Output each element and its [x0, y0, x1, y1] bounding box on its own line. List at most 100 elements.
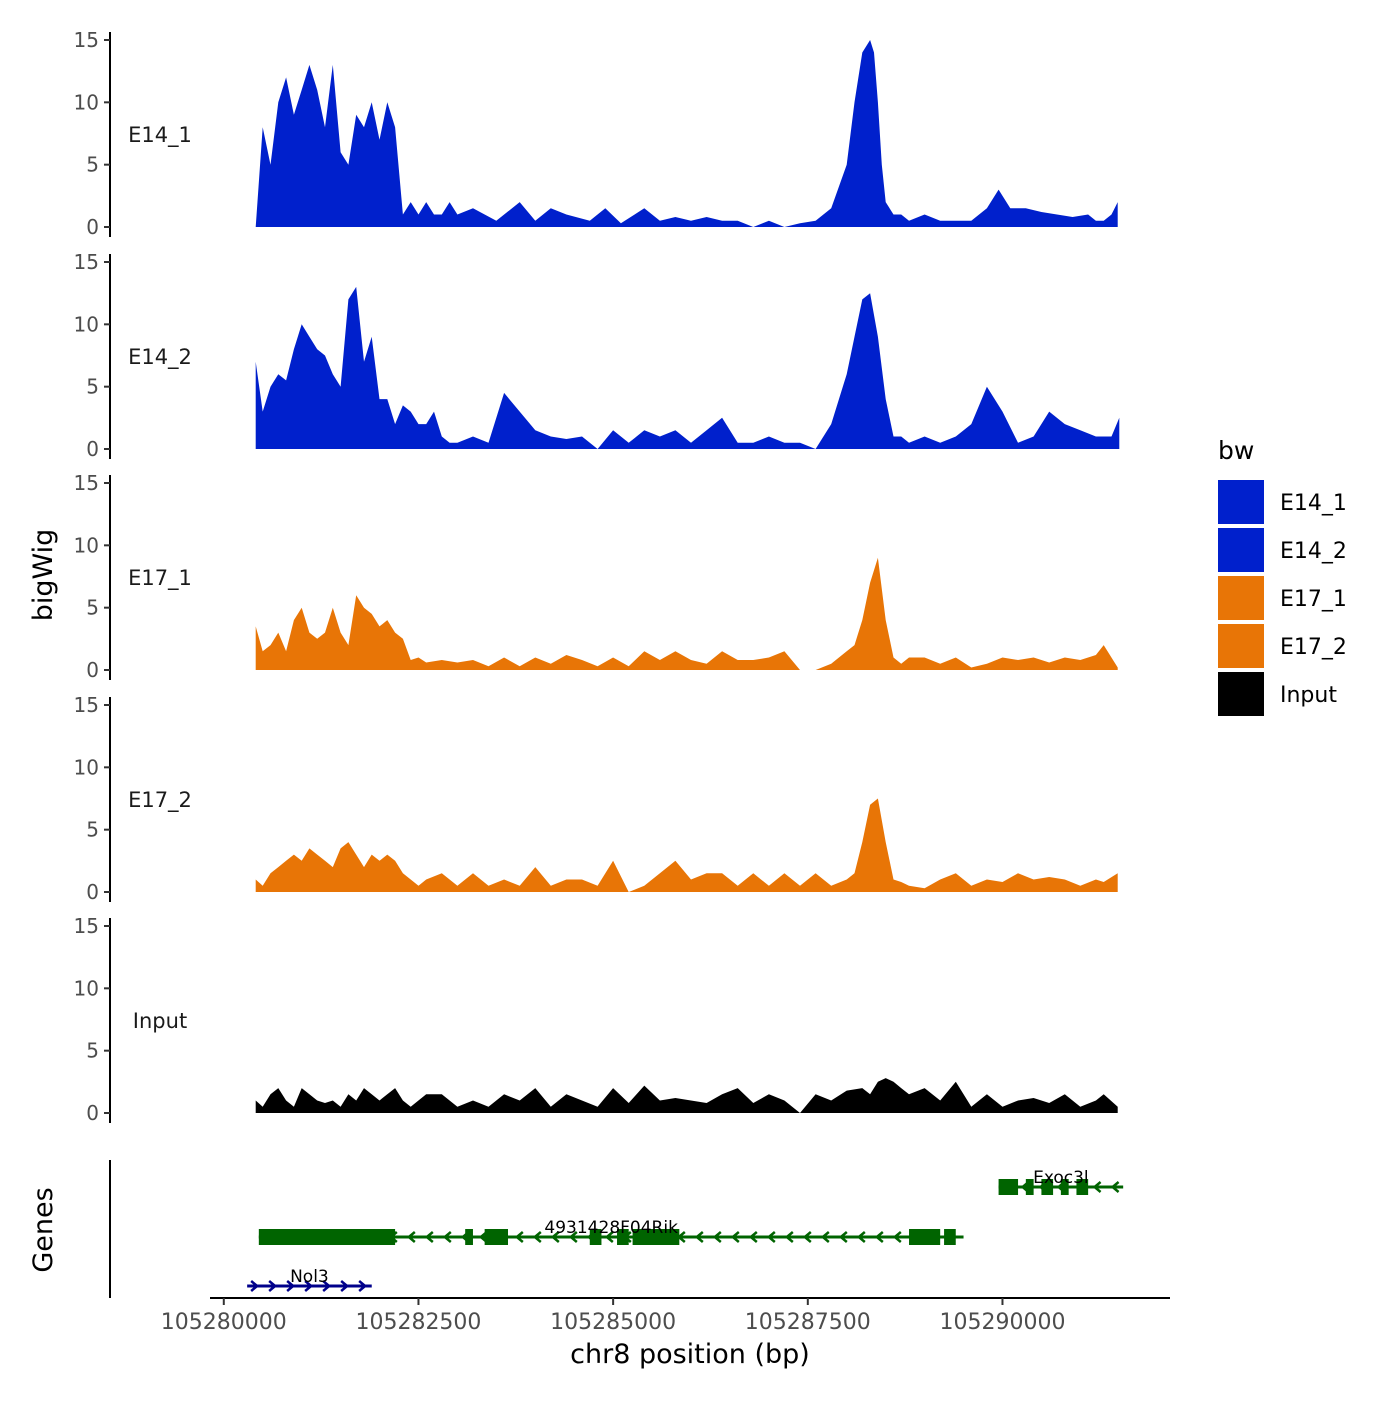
- y-tick-label: 10: [74, 312, 99, 336]
- y-tick-label: 5: [86, 1039, 99, 1063]
- legend-item-input: Input: [1218, 672, 1337, 716]
- strand-arrow: [268, 1280, 278, 1292]
- x-tick-label: 105280000: [161, 1310, 287, 1335]
- track-label: E14_1: [128, 123, 192, 148]
- strand-arrow: [514, 1231, 524, 1243]
- y-tick-label: 5: [86, 153, 99, 177]
- strand-arrow: [286, 1280, 296, 1292]
- strand-arrow: [748, 1231, 758, 1243]
- strand-arrow: [304, 1280, 314, 1292]
- genes-panel: Nol3 4931428F04Rik Exoc3l: [109, 1160, 1124, 1298]
- y-tick-label: 15: [74, 471, 99, 495]
- x-axis: 105280000 105282500 105285000 105287500 1052…: [161, 1297, 1170, 1335]
- legend-label: E17_2: [1280, 635, 1347, 660]
- track-input: 0 5 10 15 Input: [74, 914, 1118, 1125]
- strand-arrow: [874, 1231, 884, 1243]
- y-tick-label: 5: [86, 375, 99, 399]
- y-tick-label: 0: [86, 880, 99, 904]
- strand-arrow: [340, 1280, 350, 1292]
- y-tick-label: 15: [74, 914, 99, 938]
- strand-arrow: [1092, 1181, 1102, 1193]
- strand-arrow: [730, 1231, 740, 1243]
- y-tick-label: 0: [86, 215, 99, 239]
- exon: [589, 1229, 602, 1245]
- y-tick-label: 15: [74, 250, 99, 274]
- legend-swatch: [1218, 672, 1264, 716]
- exon: [258, 1229, 396, 1245]
- legend-swatch: [1218, 528, 1264, 572]
- exon: [1025, 1179, 1034, 1195]
- legend-item-e17-1: E17_1: [1218, 576, 1347, 620]
- y-tick-label: 5: [86, 818, 99, 842]
- strand-arrow: [820, 1231, 830, 1243]
- track-label: E17_1: [128, 566, 192, 591]
- strand-arrow: [694, 1231, 704, 1243]
- strand-arrow: [856, 1231, 866, 1243]
- strand-arrow: [406, 1231, 416, 1243]
- legend-label: Input: [1280, 683, 1337, 708]
- signal-area: [255, 798, 1118, 892]
- x-axis-title: chr8 position (bp): [570, 1339, 810, 1370]
- legend-label: E17_1: [1280, 587, 1347, 612]
- x-tick-label: 105285000: [550, 1310, 676, 1335]
- legend-swatch: [1218, 576, 1264, 620]
- x-tick-label: 105290000: [939, 1310, 1065, 1335]
- legend-item-e14-2: E14_2: [1218, 528, 1347, 572]
- strand-arrow: [424, 1231, 434, 1243]
- strand-arrow: [838, 1231, 848, 1243]
- track-e17-2: 0 5 10 15 E17_2: [74, 693, 1118, 904]
- gene-label: Nol3: [290, 1267, 329, 1287]
- exon: [909, 1229, 941, 1245]
- y-tick-label: 10: [74, 755, 99, 779]
- y-tick-label: 0: [86, 658, 99, 682]
- genes-axis-title: Genes: [28, 1187, 59, 1272]
- exon: [998, 1179, 1019, 1195]
- track-e17-1: 0 5 10 15 E17_1: [74, 471, 1118, 682]
- strand-arrow: [802, 1231, 812, 1243]
- strand-arrow: [1110, 1181, 1120, 1193]
- y-tick-label: 5: [86, 596, 99, 620]
- track-label: Input: [133, 1009, 187, 1033]
- y-tick-label: 0: [86, 1101, 99, 1125]
- strand-arrow: [892, 1231, 902, 1243]
- legend-swatch: [1218, 480, 1264, 524]
- legend-item-e14-1: E14_1: [1218, 480, 1347, 524]
- signal-area: [255, 557, 1118, 670]
- y-axis-title: bigWig: [28, 529, 59, 622]
- gene-4931428f04rik: 4931428F04Rik: [258, 1218, 964, 1245]
- legend-swatch: [1218, 624, 1264, 668]
- exon: [944, 1229, 956, 1245]
- strand-arrow: [712, 1231, 722, 1243]
- track-e14-1: 0 5 10 15 E14_1: [74, 28, 1118, 239]
- strand-arrow: [322, 1280, 332, 1292]
- y-tick-label: 10: [74, 533, 99, 557]
- signal-tracks: 0 5 10 15 E14_1 0 5 10 15 E14_2 0 5 10 15 E17_1 0 5 10 15 E…: [74, 28, 1120, 1125]
- exon: [1041, 1179, 1054, 1195]
- gene-label: Exoc3l: [1033, 1168, 1089, 1188]
- y-tick-label: 0: [86, 437, 99, 461]
- y-tick-label: 10: [74, 90, 99, 114]
- legend-title: bw: [1218, 436, 1254, 465]
- strand-arrow: [358, 1280, 368, 1292]
- legend-item-e17-2: E17_2: [1218, 624, 1347, 668]
- exon: [1060, 1179, 1069, 1195]
- exon: [465, 1229, 473, 1245]
- exon: [617, 1229, 629, 1245]
- strand-arrow: [784, 1231, 794, 1243]
- strand-arrow: [766, 1231, 776, 1243]
- y-tick-label: 10: [74, 976, 99, 1000]
- exon: [632, 1229, 680, 1245]
- exon: [1076, 1179, 1089, 1195]
- legend: E14_1 E14_2 E17_1 E17_2 Input: [1218, 480, 1347, 716]
- gene-label: 4931428F04Rik: [544, 1218, 678, 1238]
- strand-arrow: [550, 1231, 560, 1243]
- y-tick-label: 15: [74, 28, 99, 52]
- strand-arrow: [532, 1231, 542, 1243]
- signal-area: [255, 286, 1120, 449]
- track-label: E14_2: [128, 345, 192, 370]
- strand-arrow: [568, 1231, 578, 1243]
- strand-arrow: [442, 1231, 452, 1243]
- x-tick-label: 105287500: [745, 1310, 871, 1335]
